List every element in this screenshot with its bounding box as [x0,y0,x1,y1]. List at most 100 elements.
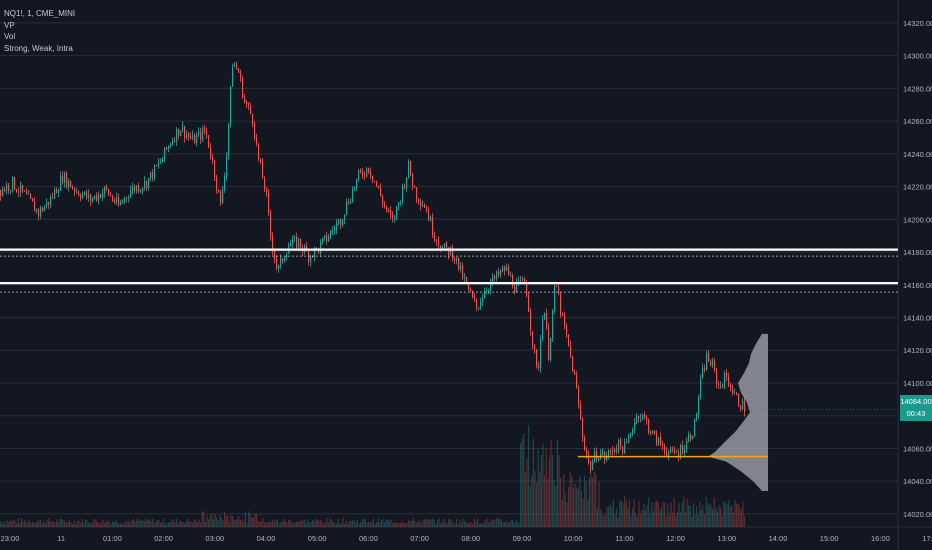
volume-bar [649,513,651,527]
candle-body [392,214,394,219]
volume-bar [660,507,662,527]
volume-bar [140,520,142,527]
candle-body [90,194,92,202]
candle-body [180,130,182,136]
volume-bar [147,520,149,527]
volume-bar [124,521,126,527]
volume-bar [348,521,350,527]
candle-body [732,389,734,394]
volume-bar [644,509,646,527]
volume-bar [265,523,267,527]
volume-bar [326,518,328,527]
candle-body [360,170,362,172]
candle-body [424,205,426,208]
volume-bar [12,519,14,527]
candle-body [464,277,466,279]
volume-bar [115,519,117,527]
volume-bar [542,443,544,527]
volume-bar [508,522,510,527]
candle-body [536,349,538,366]
candle-body [28,194,30,195]
volume-bar [422,520,424,527]
volume-bar [238,516,240,527]
volume-bar [195,520,197,527]
volume-bar [281,521,283,527]
candle-body [702,368,704,378]
volume-bar [723,501,725,527]
legend-indicator-levels[interactable]: Strong, Weak, Intra [4,43,73,53]
volume-bar [548,457,550,527]
candle-body [326,235,328,242]
candle-body [416,187,418,200]
volume-bar [308,522,310,527]
volume-bar [456,519,458,527]
candle-body [508,266,510,276]
volume-bar [336,523,338,527]
legend-indicator-vp[interactable]: VP [4,20,15,30]
volume-bar [264,521,266,527]
candle-body [448,247,450,256]
volume-bar [387,519,389,527]
volume-bar [315,519,317,527]
candle-body [694,419,696,436]
legend-symbol[interactable]: NQ1!, 1, CME_MINI [4,9,76,18]
candle-body [256,138,258,144]
volume-bar [619,500,621,527]
volume-bar [28,520,30,527]
volume-bar [204,521,206,527]
candle-body [610,450,612,452]
candle-body [696,414,698,420]
candle-body [84,191,86,195]
volume-bar [473,518,475,527]
volume-bar [716,511,718,527]
candle-body [520,280,522,281]
candle-body [264,178,266,189]
volume-bar [312,519,314,527]
volume-bar [518,522,520,527]
candle-body [64,173,66,184]
candle-body [190,136,192,139]
volume-bar [171,520,173,527]
volume-bar [172,519,174,527]
candle-body [590,461,592,470]
candle-body [652,430,654,434]
volume-bar [388,520,390,527]
volume-bar [462,518,464,527]
candle-body [104,186,106,193]
volume-bar [118,523,120,527]
candle-body [480,301,482,308]
volume-bar [220,517,222,527]
legend-indicator-vol[interactable]: Vol [4,32,16,41]
candle-body [488,289,490,291]
volume-bar [289,519,291,527]
volume-bar [401,521,403,527]
volume-bar [646,504,648,527]
candle-body [328,237,330,242]
candle-body [414,185,416,188]
volume-bar [78,520,80,527]
volume-bar [340,522,342,527]
volume-bar [662,501,664,527]
volume-bar [560,477,562,527]
time-axis-label: 15:00 [820,534,839,543]
volume-bar [355,522,357,527]
volume-bar [206,514,208,527]
volume-bar [606,506,608,527]
volume-bar [532,438,534,527]
volume-bar [465,521,467,527]
candle-body [176,128,178,142]
candle-body [184,126,186,138]
candle-body [370,171,372,176]
candle-body [280,258,282,266]
volume-bar [350,521,352,527]
volume-bar [59,518,61,527]
time-axis-label: 11 [57,534,65,543]
volume-bar [36,521,38,527]
price-axis-label: 14220.00 [903,183,932,192]
volume-bar [112,521,114,527]
time-axis-label: 06:00 [359,534,378,543]
volume-bar [427,520,429,527]
volume-bar [600,508,602,527]
